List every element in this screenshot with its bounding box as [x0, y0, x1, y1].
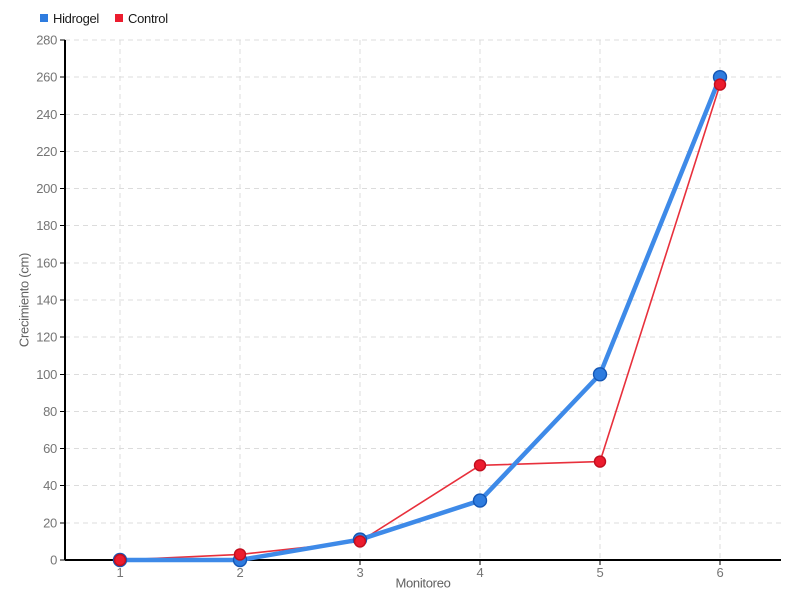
data-point-hidrogel[interactable] [472, 493, 488, 508]
y-tick-label: 260 [36, 70, 57, 85]
series-line-hidrogel [117, 74, 723, 563]
y-tick-label: 100 [36, 367, 57, 382]
legend-swatch-hidrogel-icon [40, 14, 48, 22]
x-axis-title: Monitoreo [395, 575, 451, 591]
x-tick-label: 1 [117, 565, 124, 580]
x-tick-label: 6 [717, 565, 724, 580]
x-tick-label: 4 [477, 565, 484, 580]
y-tick-label: 200 [36, 181, 57, 196]
legend-label-control: Control [128, 10, 168, 26]
series-line-control [119, 83, 721, 561]
y-tick-label: 80 [43, 404, 57, 419]
data-point-control[interactable] [353, 535, 367, 548]
y-tick-label: 280 [36, 33, 57, 48]
data-point-control[interactable] [593, 455, 607, 468]
y-tick-label: 120 [36, 330, 57, 345]
y-tick-label: 60 [43, 441, 57, 456]
data-point-control[interactable] [473, 459, 487, 472]
x-tick-label: 3 [357, 565, 364, 580]
x-tick-label: 5 [597, 565, 604, 580]
y-tick-label: 140 [36, 293, 57, 308]
legend-swatch-control-icon [115, 14, 124, 22]
y-tick-label: 40 [43, 478, 57, 493]
data-point-control[interactable] [713, 78, 727, 91]
legend-label-hidrogel: Hidrogel [53, 10, 100, 26]
legend-item-hidrogel[interactable]: Hidrogel [40, 12, 99, 25]
y-axis-title: Crecimiento (cm) [16, 252, 32, 348]
data-point-hidrogel[interactable] [592, 367, 608, 382]
x-tick-label: 2 [237, 565, 244, 580]
data-point-control[interactable] [113, 553, 127, 567]
y-tick-label: 240 [36, 107, 57, 122]
legend: Hidrogel Control [40, 10, 168, 26]
y-tick-label: 0 [50, 553, 57, 568]
y-tick-label: 220 [36, 144, 57, 159]
y-tick-label: 180 [36, 218, 57, 233]
legend-item-control[interactable]: Control [115, 12, 168, 25]
data-point-control[interactable] [233, 548, 247, 561]
y-tick-label: 160 [36, 255, 57, 270]
y-tick-label: 20 [43, 515, 57, 530]
